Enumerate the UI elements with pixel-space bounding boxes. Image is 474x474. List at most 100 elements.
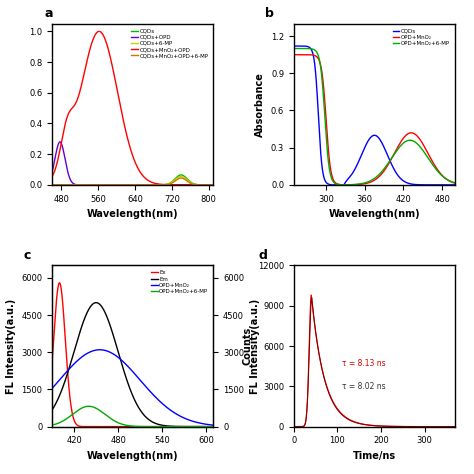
- CQDs: [178, 172, 184, 178]
- CQDs+MnO₂+OPD: [96, 28, 102, 34]
- Line: OPD+MnO₂+6-MP: OPD+MnO₂+6-MP: [52, 406, 217, 427]
- Ex: [174, 424, 180, 429]
- CQDs+MnO₂+OPD+6-MP: [188, 181, 194, 186]
- CQDs+OPD: [143, 182, 149, 188]
- CQDs+OPD: [210, 182, 216, 188]
- CQDs: [210, 182, 216, 188]
- CQDs+OPD: [147, 182, 153, 188]
- Y-axis label: FL Intensity(a.u.): FL Intensity(a.u.): [250, 299, 260, 393]
- CQDs+MnO₂+OPD+6-MP: [49, 182, 55, 188]
- OPD+MnO₂+6-MP: [291, 46, 297, 51]
- CQDs+OPD: [57, 139, 63, 145]
- OPD+MnO₂+6-MP: [145, 424, 151, 429]
- OPD+MnO₂+6-MP: [341, 182, 347, 188]
- X-axis label: Time/ns: Time/ns: [353, 451, 396, 461]
- CQDs: [291, 43, 297, 49]
- OPD+MnO₂+6-MP: [214, 424, 220, 429]
- Line: CQDs+MnO₂+OPD: CQDs+MnO₂+OPD: [52, 31, 213, 185]
- CQDs+MnO₂+OPD: [152, 181, 158, 186]
- Ex: [155, 424, 160, 429]
- CQDs+MnO₂+OPD: [143, 176, 149, 182]
- CQDs: [143, 182, 148, 188]
- CQDs+OPD: [49, 169, 55, 175]
- CQDs+MnO₂+OPD+6-MP: [147, 182, 153, 188]
- CQDs: [385, 153, 391, 158]
- OPD+MnO₂+6-MP: [155, 424, 160, 429]
- CQDs+MnO₂+OPD+6-MP: [152, 182, 158, 188]
- OPD+MnO₂+6-MP: [385, 161, 391, 167]
- CQDs: [49, 182, 55, 188]
- Line: OPD+MnO₂+6-MP: OPD+MnO₂+6-MP: [294, 48, 455, 185]
- CQDs+MnO₂+OPD: [49, 173, 55, 179]
- OPD+MnO₂: [452, 180, 458, 186]
- OPD+MnO₂: [145, 386, 151, 392]
- Em: [214, 424, 220, 429]
- OPD+MnO₂+6-MP: [59, 419, 65, 424]
- OPD+MnO₂+6-MP: [430, 162, 436, 168]
- CQDs+OPD: [59, 143, 65, 149]
- Text: τ = 8.13 ns: τ = 8.13 ns: [342, 359, 385, 368]
- OPD+MnO₂: [49, 385, 55, 391]
- Text: τ = 8.02 ns: τ = 8.02 ns: [342, 382, 385, 391]
- CQDs+6-MP: [152, 182, 158, 188]
- CQDs+OPD: [172, 182, 177, 188]
- Y-axis label: FL Intensity(a.u.): FL Intensity(a.u.): [6, 299, 16, 393]
- CQDs: [452, 182, 458, 188]
- Ex: [145, 424, 151, 429]
- CQDs: [59, 182, 65, 188]
- CQDs+MnO₂+OPD+6-MP: [178, 175, 184, 181]
- CQDs+MnO₂+OPD: [59, 137, 65, 142]
- CQDs: [413, 182, 419, 187]
- Line: Em: Em: [52, 302, 217, 427]
- Line: Ex: Ex: [52, 283, 217, 427]
- CQDs: [430, 182, 436, 188]
- OPD+MnO₂+6-MP: [452, 180, 458, 186]
- OPD+MnO₂+6-MP: [394, 148, 400, 154]
- Text: d: d: [258, 249, 267, 262]
- OPD+MnO₂+6-MP: [174, 424, 180, 429]
- OPD+MnO₂+6-MP: [150, 424, 155, 429]
- Line: CQDs+OPD: CQDs+OPD: [52, 142, 213, 185]
- OPD+MnO₂+6-MP: [191, 424, 197, 429]
- Line: CQDs: CQDs: [294, 46, 455, 185]
- CQDs+MnO₂+OPD+6-MP: [59, 182, 65, 188]
- Line: OPD+MnO₂: OPD+MnO₂: [52, 350, 217, 426]
- CQDs+6-MP: [49, 182, 55, 188]
- OPD+MnO₂: [344, 182, 349, 188]
- CQDs+MnO₂+OPD: [147, 179, 153, 184]
- CQDs: [188, 180, 194, 185]
- OPD+MnO₂+6-MP: [86, 403, 91, 409]
- CQDs+MnO₂+OPD+6-MP: [172, 179, 177, 184]
- Text: c: c: [23, 249, 30, 262]
- CQDs+6-MP: [178, 173, 184, 179]
- CQDs+MnO₂+OPD+6-MP: [143, 182, 148, 188]
- CQDs: [389, 162, 395, 168]
- CQDs+MnO₂+OPD: [188, 182, 194, 188]
- Text: b: b: [265, 7, 274, 20]
- OPD+MnO₂: [394, 146, 400, 152]
- X-axis label: Wavelength(nm): Wavelength(nm): [87, 451, 179, 461]
- Ex: [49, 358, 55, 364]
- OPD+MnO₂: [291, 52, 297, 57]
- CQDs+6-MP: [172, 177, 177, 183]
- OPD+MnO₂: [150, 391, 155, 397]
- Ex: [150, 424, 155, 429]
- OPD+MnO₂+6-MP: [389, 155, 395, 161]
- CQDs+6-MP: [210, 182, 216, 188]
- CQDs: [147, 182, 153, 188]
- Y-axis label: Counts: Counts: [242, 327, 252, 365]
- Ex: [191, 424, 197, 429]
- Em: [59, 386, 65, 392]
- Em: [191, 424, 197, 429]
- CQDs+6-MP: [143, 182, 148, 188]
- CQDs+6-MP: [147, 182, 153, 188]
- Ex: [214, 424, 220, 429]
- CQDs: [328, 182, 334, 188]
- CQDs: [152, 182, 158, 188]
- CQDs+MnO₂+OPD: [172, 182, 177, 188]
- Line: CQDs+6-MP: CQDs+6-MP: [52, 176, 213, 185]
- Text: a: a: [44, 7, 53, 20]
- CQDs: [394, 171, 400, 177]
- Legend: CQDs, CQDs+OPD, CQDs+6-MP, CQDs+MnO₂+OPD, CQDs+MnO₂+OPD+6-MP: CQDs, CQDs+OPD, CQDs+6-MP, CQDs+MnO₂+OPD…: [129, 27, 210, 60]
- Ex: [57, 280, 63, 286]
